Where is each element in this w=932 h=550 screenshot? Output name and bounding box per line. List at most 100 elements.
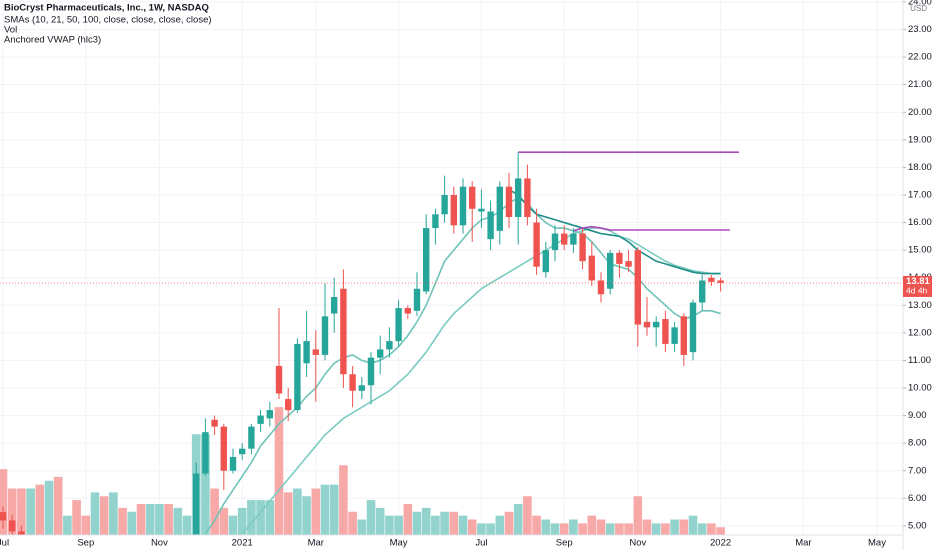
candle-body [459, 186, 467, 226]
volume-bar [624, 523, 633, 535]
candle-body [662, 319, 669, 344]
candle-body [699, 280, 706, 303]
volume-bar [90, 492, 100, 535]
volume-bar [569, 519, 578, 535]
candle-body [202, 432, 209, 474]
y-tick-label: 17.00 [908, 189, 932, 200]
y-tick-label: 16.00 [908, 217, 932, 228]
y-tick-label: 22.00 [908, 52, 932, 63]
y-tick-label: 5.00 [908, 520, 927, 531]
volume-bar [219, 507, 229, 535]
candle-body [524, 178, 531, 218]
volume-bar [477, 523, 486, 535]
volume-bar [394, 515, 403, 535]
volume-bar [642, 519, 652, 535]
candle-body [312, 349, 319, 355]
volume-bar [679, 519, 689, 535]
y-tick-label: 18.00 [908, 162, 932, 173]
y-tick-label: 9.00 [908, 410, 927, 421]
x-tick-label: Nov [629, 538, 646, 549]
candle-body [193, 473, 200, 535]
volume-bar [17, 488, 26, 535]
candle-body [597, 280, 605, 295]
volume-bar [339, 465, 348, 535]
candle-body [680, 316, 687, 355]
volume-bar [651, 523, 661, 535]
candle-body [239, 448, 246, 455]
volume-bar [412, 511, 422, 535]
candle-body [395, 308, 402, 342]
candle-body [708, 277, 715, 282]
candle-body [643, 321, 651, 328]
volume-bar [99, 496, 109, 535]
volume-bar [210, 488, 219, 535]
x-tick-label: 2021 [232, 538, 253, 549]
sma-line [508, 188, 721, 275]
volume-bar [486, 523, 495, 535]
chart-title: BioCryst Pharmaceuticals, Inc., 1W, NASD… [4, 3, 209, 14]
y-tick-label: 24.00 [908, 0, 932, 7]
volume-bar [596, 519, 606, 535]
volume-bar [63, 515, 72, 535]
volume-bar [118, 507, 127, 535]
candle-body [257, 415, 264, 424]
y-tick-label: 20.00 [908, 107, 932, 118]
volume-bar [523, 496, 532, 535]
volume-bar [44, 480, 54, 535]
candle-body [441, 194, 448, 215]
candle-body [625, 261, 632, 267]
volume-bar [53, 476, 63, 535]
volume-bar [385, 515, 394, 535]
y-tick-label: 13.00 [908, 300, 932, 311]
volume-bar [26, 488, 35, 535]
x-tick-label: 2022 [710, 538, 731, 549]
candle-body [561, 233, 568, 245]
candle-body [505, 186, 513, 218]
candle-body [478, 208, 485, 212]
volume-bar [661, 523, 670, 535]
volume-bar [357, 519, 367, 535]
candle-body [515, 178, 522, 218]
x-tick-label: May [868, 538, 886, 549]
volume-bar [311, 488, 321, 535]
y-tick-label: 8.00 [908, 438, 927, 449]
candle-body [404, 308, 411, 314]
candle-body [27, 540, 33, 543]
candle-body [377, 349, 384, 358]
y-tick-label: 15.00 [908, 245, 932, 256]
candle-body [496, 186, 503, 231]
volume-bar [302, 496, 311, 535]
volume-bar [559, 523, 569, 535]
volume-bar [633, 496, 643, 535]
x-tick-label: Sep [556, 538, 573, 549]
candle-body [487, 211, 494, 240]
candle-body [607, 252, 614, 289]
volume-bar [440, 511, 449, 535]
volume-bar [155, 504, 164, 535]
x-tick-label: Nov [151, 538, 168, 549]
candle-body [220, 426, 227, 471]
currency-label: USD [910, 4, 927, 13]
volume-bar [504, 511, 514, 535]
candle-body [717, 280, 724, 283]
y-tick-label: 10.00 [908, 383, 932, 394]
volume-bar [615, 523, 624, 535]
volume-bar [513, 504, 523, 535]
volume-bar [467, 519, 477, 535]
volume-bar [72, 500, 81, 535]
candle-body [450, 194, 457, 226]
volume-bar [35, 484, 45, 535]
volume-bar [293, 488, 302, 535]
candle-body [184, 542, 190, 550]
x-tick-label: Mar [795, 538, 811, 549]
volume-bar [109, 492, 118, 535]
volume-bar [550, 523, 560, 535]
plot-area [0, 151, 903, 550]
candle-body [358, 385, 365, 391]
y-tick-label: 6.00 [908, 493, 927, 504]
volume-bar [670, 519, 679, 535]
candle-body [266, 410, 273, 419]
candle-body [321, 316, 329, 355]
